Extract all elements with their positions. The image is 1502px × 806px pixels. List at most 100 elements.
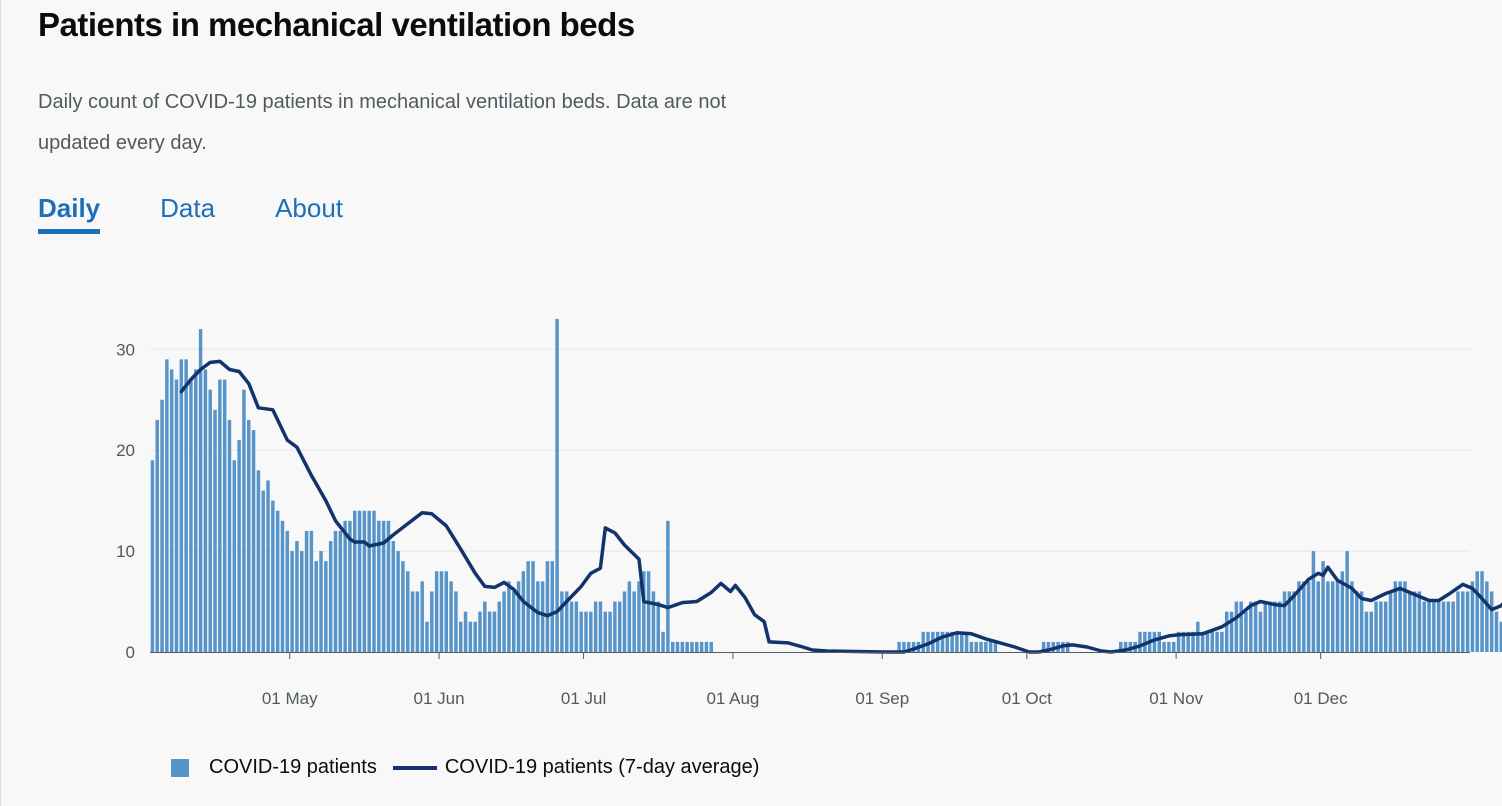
bar — [1273, 601, 1277, 652]
bar — [617, 601, 622, 652]
bar — [1191, 631, 1195, 652]
bar — [222, 379, 227, 652]
bar — [256, 470, 261, 652]
bar — [670, 641, 675, 652]
bar — [935, 631, 940, 652]
bar — [1340, 571, 1345, 652]
bar — [511, 591, 516, 652]
bar — [940, 631, 945, 652]
bar — [1398, 581, 1402, 652]
bar — [280, 520, 285, 652]
bar — [454, 591, 458, 652]
bar — [401, 561, 405, 652]
legend-label-bars: COVID-19 patients — [209, 756, 377, 778]
bar — [203, 369, 208, 652]
bar — [1287, 591, 1292, 652]
bar — [974, 641, 978, 652]
bar — [1143, 631, 1147, 652]
bar — [174, 379, 179, 652]
bar — [1326, 581, 1330, 652]
bar — [194, 369, 198, 652]
bar — [695, 641, 699, 652]
bar — [237, 440, 241, 652]
bar — [921, 631, 925, 652]
bar — [1355, 591, 1359, 652]
bar — [1480, 571, 1484, 652]
bar — [314, 561, 318, 652]
bar — [680, 641, 685, 652]
bar — [1162, 641, 1166, 652]
bar — [1138, 631, 1142, 652]
bar — [969, 641, 974, 652]
bar — [444, 571, 449, 652]
bar — [1461, 591, 1465, 652]
bar — [579, 611, 583, 652]
bar — [449, 581, 453, 652]
bar — [1297, 581, 1301, 652]
bar — [309, 530, 314, 652]
bar-series — [150, 319, 1502, 652]
bar — [685, 641, 689, 652]
bar — [497, 601, 502, 652]
bar — [295, 541, 299, 652]
bar — [1176, 631, 1181, 652]
grid-lines — [150, 348, 1470, 552]
bar — [637, 581, 641, 652]
bar — [1369, 611, 1373, 652]
bar — [907, 641, 911, 652]
bar — [709, 641, 713, 652]
bar — [1224, 611, 1229, 652]
bar — [560, 591, 564, 652]
bar — [261, 490, 265, 652]
bar — [1451, 601, 1455, 652]
bar — [1465, 591, 1470, 652]
bar — [1350, 581, 1354, 652]
bar — [468, 621, 473, 652]
tab-data[interactable]: Data — [160, 193, 216, 223]
bar — [1205, 631, 1210, 652]
bar — [945, 631, 950, 652]
bar — [690, 641, 694, 652]
bar — [189, 379, 193, 652]
bar — [979, 641, 983, 652]
tab-daily[interactable]: Daily — [38, 190, 101, 234]
bar — [1311, 551, 1316, 652]
bar — [1181, 631, 1186, 652]
bar — [656, 601, 660, 652]
bar — [1379, 601, 1383, 652]
bar — [439, 571, 444, 652]
bar — [613, 601, 617, 652]
bar — [1417, 591, 1422, 652]
legend-item-bars: COVID-19 patients — [171, 756, 377, 779]
bar — [550, 561, 554, 652]
bar — [487, 611, 492, 652]
bar — [589, 611, 593, 652]
bar — [198, 329, 203, 652]
bar — [1408, 591, 1412, 652]
y-tick-label: 30 — [116, 340, 135, 359]
bar — [1119, 641, 1123, 652]
tab-about[interactable]: About — [275, 193, 344, 223]
bar — [1292, 591, 1296, 652]
bar — [473, 621, 477, 652]
bar — [169, 369, 174, 652]
bar — [343, 520, 347, 652]
bar — [536, 581, 540, 652]
bar — [1210, 631, 1214, 652]
legend-swatch-line — [392, 765, 437, 770]
y-tick-label: 0 — [126, 643, 135, 662]
bar — [242, 389, 246, 652]
bar — [492, 611, 497, 652]
bar — [348, 520, 352, 652]
bar — [1335, 581, 1340, 652]
y-tick-label: 10 — [116, 542, 135, 561]
bar — [1475, 571, 1479, 652]
chart-description: Daily count of COVID-19 patients in mech… — [38, 91, 727, 154]
bar — [593, 601, 598, 652]
bar — [1239, 601, 1243, 652]
bar — [434, 571, 439, 652]
bar — [569, 601, 574, 652]
bar — [353, 510, 357, 652]
bar — [208, 389, 212, 652]
